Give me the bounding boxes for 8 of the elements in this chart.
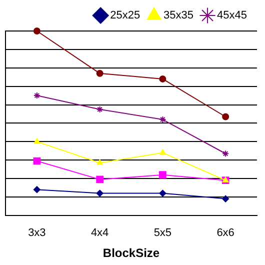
x-axis-title: BlockSize: [102, 246, 160, 260]
legend-label: 35x35: [164, 10, 194, 22]
x-tick-label: 3x3: [28, 227, 46, 240]
x-tick-label: 4x4: [90, 227, 109, 240]
x-tick-label: 6x6: [216, 227, 234, 240]
legend-label: 25x25: [110, 10, 140, 22]
x-tick-label: 5x5: [154, 227, 172, 240]
legend-label: 45x45: [217, 10, 248, 22]
